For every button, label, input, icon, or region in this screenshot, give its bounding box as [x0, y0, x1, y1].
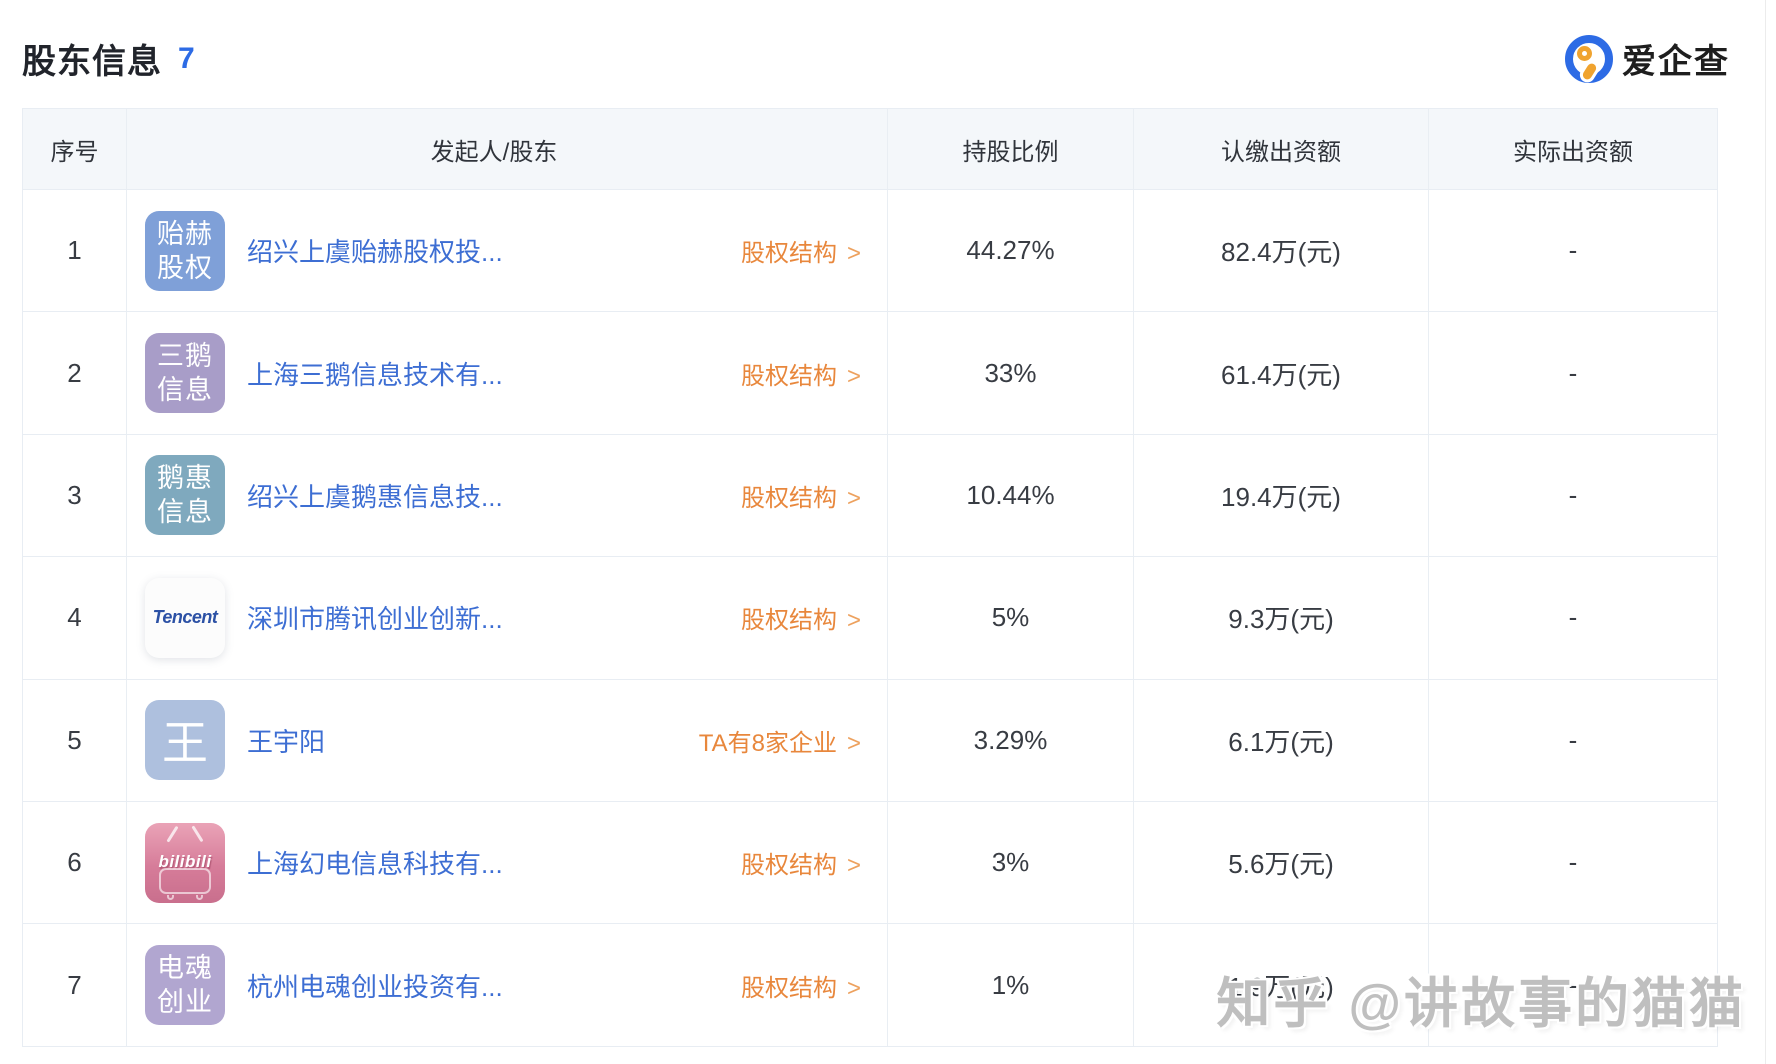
table-row: 6 bilibili 上海幻电信息科技有... 股权结构 > 3% 5.6万(元)…	[23, 800, 1717, 924]
equity-structure-link[interactable]: 股权结构 >	[740, 852, 861, 880]
column-header-ratio: 持股比例	[887, 109, 1133, 189]
row-index: 4	[67, 602, 82, 633]
ratio-cell: 33%	[887, 312, 1133, 434]
aiqicha-brand-name: 爱企查	[1622, 43, 1730, 81]
equity-structure-link[interactable]: 股权结构 >	[740, 484, 861, 512]
paid-cell: -	[1428, 679, 1717, 801]
table-row: 7 电魂 创业 杭州电魂创业投资有... 股权结构 > 1% 1.9万(元) -	[23, 923, 1717, 1046]
aiqicha-logo[interactable]: 爱企查	[1565, 34, 1730, 83]
ratio-cell: 1%	[887, 924, 1133, 1046]
column-header-no: 序号	[50, 138, 99, 166]
chevron-right-icon: >	[846, 362, 861, 390]
equity-structure-link[interactable]: 股权结构 >	[740, 974, 861, 1002]
chevron-right-icon: >	[846, 484, 861, 512]
person-avatar: 王	[145, 700, 225, 781]
paid-cell: -	[1428, 801, 1717, 924]
ratio-cell: 3%	[887, 801, 1133, 924]
chevron-right-icon: >	[846, 607, 861, 635]
panel-edge-line	[1765, 0, 1766, 1064]
section-header: 股东信息 7 爱企查	[22, 34, 1730, 83]
paid-cell: -	[1428, 190, 1717, 312]
table-row: 1 贻赫 股权 绍兴上虞贻赫股权投... 股权结构 > 44.27% 82.4万(…	[23, 189, 1717, 312]
shareholder-name-link[interactable]: 杭州电魂创业投资有...	[247, 971, 503, 1002]
bilibili-logo: bilibili	[145, 822, 225, 903]
column-header-shareholder: 发起人/股东	[126, 109, 887, 189]
subscribed-cell: 19.4万(元)	[1133, 434, 1428, 557]
page-title: 股东信息	[22, 43, 162, 81]
bilibili-tv-icon	[159, 867, 211, 894]
bilibili-antenna	[191, 825, 204, 842]
shareholder-logo: 电魂 创业	[145, 945, 225, 1026]
chevron-right-icon: >	[846, 240, 861, 268]
ratio-cell: 10.44%	[887, 434, 1133, 557]
shareholder-name-link[interactable]: 上海三鹅信息技术有...	[247, 359, 503, 390]
shareholder-count-badge: 7	[178, 41, 195, 75]
shareholder-name-link[interactable]: 上海幻电信息科技有...	[247, 849, 503, 880]
chevron-right-icon: >	[846, 852, 861, 880]
row-index: 3	[67, 479, 82, 510]
ratio-cell: 44.27%	[887, 190, 1133, 312]
subscribed-cell: 5.6万(元)	[1133, 801, 1428, 924]
aiqicha-magnifier-icon	[1565, 34, 1613, 83]
shareholders-table: 序号 发起人/股东 持股比例 认缴出资额 实际出资额 1 贻赫 股权 绍兴上虞贻…	[22, 108, 1718, 1047]
shareholder-logo: 贻赫 股权	[145, 210, 225, 291]
subscribed-cell: 61.4万(元)	[1133, 312, 1428, 434]
paid-cell: -	[1428, 924, 1717, 1046]
equity-structure-link[interactable]: 股权结构 >	[740, 607, 861, 635]
paid-cell: -	[1428, 557, 1717, 679]
column-header-paid: 实际出资额	[1428, 109, 1717, 189]
row-index: 2	[67, 357, 82, 388]
zhihu-watermark: 知乎 @讲故事的猫猫	[1216, 974, 1746, 1034]
tencent-logo: Tencent	[145, 577, 225, 658]
shareholder-name-link[interactable]: 绍兴上虞贻赫股权投...	[247, 237, 503, 268]
bilibili-antenna	[166, 825, 179, 842]
row-index: 1	[67, 235, 82, 266]
row-index: 6	[67, 847, 82, 878]
subscribed-cell: 1.9万(元)	[1133, 924, 1428, 1046]
ratio-cell: 3.29%	[887, 679, 1133, 801]
chevron-right-icon: >	[846, 729, 861, 757]
table-row: 5 王 王宇阳 TA有8家企业 > 3.29% 6.1万(元) -	[23, 678, 1717, 801]
shareholder-name-link[interactable]: 王宇阳	[247, 726, 326, 757]
paid-cell: -	[1428, 434, 1717, 557]
shareholder-logo: 鹅惠 信息	[145, 455, 225, 536]
row-index: 7	[67, 969, 82, 1000]
row-index: 5	[67, 724, 82, 755]
subscribed-cell: 6.1万(元)	[1133, 679, 1428, 801]
equity-structure-link[interactable]: 股权结构 >	[740, 362, 861, 390]
table-row: 4 Tencent 深圳市腾讯创业创新... 股权结构 > 5% 9.3万(元) …	[23, 556, 1717, 679]
subscribed-cell: 9.3万(元)	[1133, 557, 1428, 679]
related-companies-link[interactable]: TA有8家企业 >	[698, 729, 861, 757]
paid-cell: -	[1428, 312, 1717, 434]
ratio-cell: 5%	[887, 557, 1133, 679]
table-header-row: 序号 发起人/股东 持股比例 认缴出资额 实际出资额	[23, 109, 1717, 189]
column-header-subscribed: 认缴出资额	[1133, 109, 1428, 189]
chevron-right-icon: >	[846, 974, 861, 1002]
table-row: 2 三鹅 信息 上海三鹅信息技术有... 股权结构 > 33% 61.4万(元) …	[23, 311, 1717, 434]
shareholder-name-link[interactable]: 绍兴上虞鹅惠信息技...	[247, 481, 503, 512]
shareholder-logo: 三鹅 信息	[145, 333, 225, 414]
shareholder-name-link[interactable]: 深圳市腾讯创业创新...	[247, 604, 503, 635]
table-row: 3 鹅惠 信息 绍兴上虞鹅惠信息技... 股权结构 > 10.44% 19.4万(…	[23, 433, 1717, 557]
subscribed-cell: 82.4万(元)	[1133, 190, 1428, 312]
equity-structure-link[interactable]: 股权结构 >	[740, 240, 861, 268]
